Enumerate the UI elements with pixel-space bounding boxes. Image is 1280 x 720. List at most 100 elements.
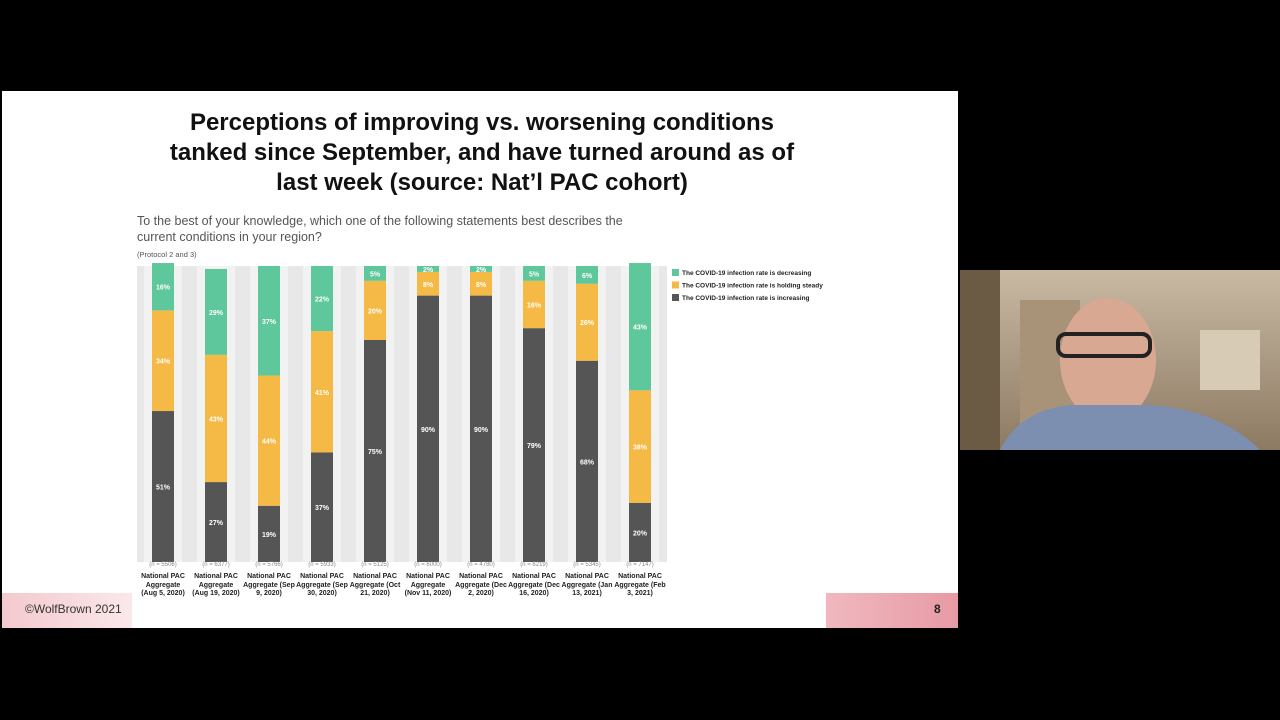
bar-segment — [417, 271, 439, 296]
category-label: National PAC Aggregate (Jan 13, 2021) — [561, 573, 613, 597]
value-label: 5% — [370, 271, 381, 278]
slide-title: Perceptions of improving vs. worsening c… — [169, 109, 795, 196]
bar-segment — [152, 411, 174, 562]
category-label: National PAC Aggregate (Nov 11, 2020) — [404, 573, 452, 597]
glasses — [1056, 332, 1152, 358]
category-label: National PAC Aggregate (Dec 16, 2020) — [508, 573, 560, 597]
webcam-video — [960, 270, 1280, 450]
wall-decor — [1200, 330, 1260, 390]
bar-segment — [205, 482, 227, 562]
shirt — [1000, 405, 1260, 450]
bar-segment — [364, 340, 386, 562]
value-label: 16% — [527, 302, 542, 309]
bar-segment — [311, 266, 333, 332]
value-label: 20% — [368, 308, 383, 315]
legend-swatch — [672, 294, 679, 301]
legend-label: The COVID-19 infection rate is holding s… — [682, 283, 823, 290]
legend-swatch — [672, 269, 679, 276]
chart: 51% 34% 16% 27% 43% 29% 19% 44% 37% 37% 41% 22% 75% 2… — [137, 263, 823, 562]
bar-segment — [417, 266, 439, 272]
bar-segment — [470, 266, 492, 272]
bar-segment — [523, 280, 545, 329]
bar-segment — [576, 266, 598, 284]
value-label: 75% — [368, 449, 383, 456]
value-label: 16% — [156, 285, 171, 292]
category-label: National PAC Aggregate (Sep 9, 2020) — [243, 573, 295, 597]
bar-segment — [311, 452, 333, 562]
category-label: National PAC Aggregate (Dec 2, 2020) — [455, 573, 507, 597]
legend-label: The COVID-19 infection rate is decreasin… — [682, 270, 811, 277]
bar-segment — [576, 360, 598, 562]
bar-segment — [205, 268, 227, 355]
sample-size: (n = 6219) — [520, 562, 548, 568]
value-label: 8% — [476, 282, 487, 289]
sample-size: (n = 7147) — [626, 562, 654, 568]
value-label: 2% — [423, 267, 434, 274]
footer-text: ©WolfBrown 2021 — [25, 602, 122, 616]
bar-segment — [205, 354, 227, 483]
value-label: 38% — [633, 445, 648, 452]
value-label: 90% — [421, 427, 436, 434]
survey-question: To the best of your knowledge, which one… — [137, 214, 623, 244]
bar-segment — [311, 331, 333, 453]
value-label: 41% — [315, 390, 330, 397]
value-label: 2% — [476, 267, 487, 274]
category-label: National PAC Aggregate (Feb 3, 2021) — [614, 573, 666, 597]
video-frame — [960, 270, 1260, 450]
sample-size: (n = 5933) — [308, 562, 336, 568]
bar-segment — [364, 280, 386, 340]
bar-segment — [523, 266, 545, 281]
value-label: 20% — [633, 530, 648, 537]
value-label: 19% — [262, 532, 277, 539]
bar-segment — [258, 266, 280, 376]
note: (Protocol 2 and 3) — [137, 250, 197, 259]
value-label: 37% — [262, 319, 277, 326]
value-label: 26% — [580, 320, 595, 327]
legend-label: The COVID-19 infection rate is increasin… — [682, 295, 810, 302]
page-band — [826, 593, 958, 628]
value-label: 37% — [315, 505, 330, 512]
bar-segment — [258, 505, 280, 562]
bar-segment — [258, 375, 280, 506]
bar-segment — [470, 271, 492, 296]
bar-segment — [576, 283, 598, 361]
value-label: 5% — [529, 271, 540, 278]
value-label: 43% — [633, 325, 648, 332]
value-label: 44% — [262, 439, 277, 446]
sample-size: (n = 5506) — [149, 562, 177, 568]
head — [1060, 298, 1156, 422]
sample-size: (n = 4780) — [467, 562, 495, 568]
bar-segment — [629, 502, 651, 562]
value-label: 90% — [474, 427, 489, 434]
sample-size: (n = 5345) — [573, 562, 601, 568]
category-label: National PAC Aggregate (Oct 21, 2020) — [349, 573, 401, 597]
bar-segment — [152, 310, 174, 412]
value-label: 29% — [209, 310, 224, 317]
bar-segment — [417, 295, 439, 562]
page-number: 8 — [934, 602, 941, 616]
footer-band — [2, 593, 132, 628]
legend-swatch — [672, 281, 679, 289]
value-label: 43% — [209, 416, 224, 423]
bar-segment — [152, 263, 174, 311]
bar-segment — [629, 390, 651, 503]
category-label: National PAC Aggregate (Sep 30, 2020) — [296, 573, 348, 597]
value-label: 51% — [156, 485, 171, 492]
value-label: 79% — [527, 443, 542, 450]
sample-size: (n = 5766) — [255, 562, 283, 568]
value-label: 34% — [156, 359, 171, 366]
bar-segment — [523, 328, 545, 562]
value-label: 6% — [582, 273, 593, 280]
sample-size: (n = 5125) — [361, 562, 389, 568]
value-label: 27% — [209, 520, 224, 527]
value-label: 8% — [423, 282, 434, 289]
wall-panel — [960, 270, 1000, 450]
bar-segment — [470, 295, 492, 562]
bar-segment — [364, 266, 386, 281]
sample-size: (n = 6377) — [202, 562, 230, 568]
category-label: National PAC Aggregate (Aug 5, 2020) — [141, 573, 185, 597]
sample-size: (n = 6000) — [414, 562, 442, 568]
value-label: 22% — [315, 297, 330, 304]
category-label: National PAC Aggregate (Aug 19, 2020) — [192, 573, 240, 597]
